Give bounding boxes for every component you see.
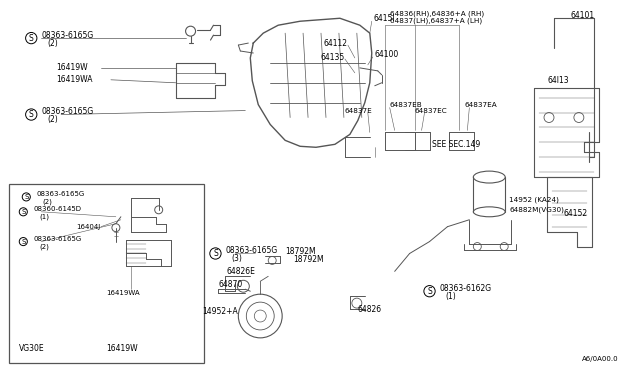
- Text: A6/0A00.0: A6/0A00.0: [582, 356, 619, 362]
- Text: (2): (2): [39, 243, 49, 250]
- Text: 64837EC: 64837EC: [415, 108, 447, 113]
- Text: S: S: [24, 194, 28, 200]
- Text: 6415I: 6415I: [374, 14, 396, 23]
- Text: 16419WA: 16419WA: [106, 290, 140, 296]
- Text: S: S: [29, 110, 34, 119]
- Text: 64882M(VG30): 64882M(VG30): [509, 206, 564, 213]
- Text: 18792M: 18792M: [285, 247, 316, 256]
- Text: 08363-6165G: 08363-6165G: [225, 246, 278, 255]
- Text: 16404J: 16404J: [76, 224, 100, 230]
- Text: 08363-6162G: 08363-6162G: [440, 284, 492, 293]
- Text: 08363-6165G: 08363-6165G: [33, 235, 81, 241]
- Text: 16419WA: 16419WA: [56, 75, 93, 84]
- Text: 64826: 64826: [358, 305, 382, 314]
- Text: (2): (2): [42, 199, 52, 205]
- Text: 14952 (KA24): 14952 (KA24): [509, 197, 559, 203]
- Text: 16419W: 16419W: [106, 344, 138, 353]
- Text: 16419W: 16419W: [56, 63, 88, 73]
- Text: 64837EA: 64837EA: [465, 102, 497, 108]
- Text: (2): (2): [47, 115, 58, 124]
- Text: (1): (1): [445, 292, 456, 301]
- Text: S: S: [213, 249, 218, 258]
- Text: 08363-6165G: 08363-6165G: [41, 107, 93, 116]
- Text: 64112: 64112: [324, 39, 348, 48]
- Text: S: S: [21, 209, 26, 215]
- Text: (2): (2): [47, 39, 58, 48]
- Text: 64101: 64101: [571, 11, 595, 20]
- Text: 08360-6145D: 08360-6145D: [33, 206, 81, 212]
- Text: 64870: 64870: [218, 280, 243, 289]
- Text: (1): (1): [39, 214, 49, 220]
- Text: 64837E: 64837E: [345, 108, 372, 113]
- Text: (3): (3): [232, 254, 243, 263]
- Text: 08363-6165G: 08363-6165G: [41, 31, 93, 40]
- Text: 08363-6165G: 08363-6165G: [36, 191, 84, 197]
- Text: VG30E: VG30E: [19, 344, 45, 353]
- Text: 64836(RH),64836+A (RH): 64836(RH),64836+A (RH): [390, 10, 484, 16]
- Text: 64837EB: 64837EB: [390, 102, 422, 108]
- Text: 64837(LH),64837+A (LH): 64837(LH),64837+A (LH): [390, 18, 482, 25]
- Text: 64152: 64152: [564, 209, 588, 218]
- Text: 64I13: 64I13: [547, 76, 568, 85]
- Text: 14952+A: 14952+A: [202, 307, 238, 315]
- Text: S: S: [427, 287, 432, 296]
- Text: 64826E: 64826E: [227, 267, 255, 276]
- Text: SEE SEC.149: SEE SEC.149: [431, 140, 480, 149]
- Text: S: S: [29, 33, 34, 43]
- Text: S: S: [21, 238, 26, 244]
- Text: 64100: 64100: [375, 51, 399, 60]
- Text: 64135: 64135: [321, 54, 345, 62]
- Text: 18792M: 18792M: [293, 255, 324, 264]
- FancyBboxPatch shape: [10, 184, 204, 363]
